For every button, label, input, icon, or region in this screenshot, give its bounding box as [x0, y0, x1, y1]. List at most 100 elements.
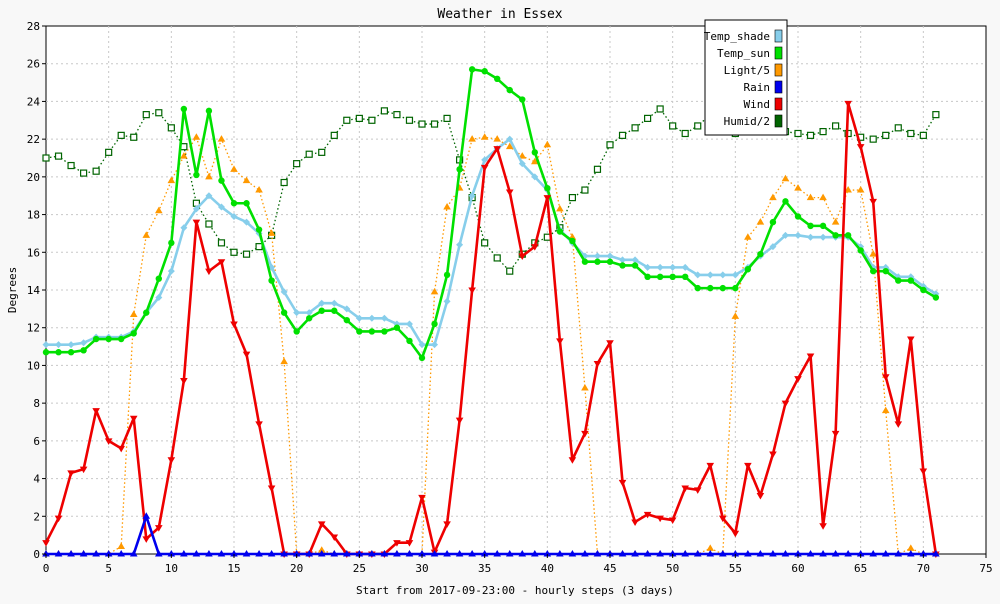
data-point [656, 105, 664, 113]
data-point [355, 550, 364, 557]
data-point [130, 330, 137, 337]
data-point [267, 485, 276, 492]
data-point [794, 550, 802, 557]
y-tick-label: 12 [27, 322, 40, 335]
data-point [42, 341, 50, 349]
data-point [682, 273, 689, 280]
data-point [92, 167, 100, 175]
data-point [480, 133, 489, 140]
data-point [806, 550, 815, 557]
data-point [330, 131, 338, 139]
data-point [644, 263, 652, 271]
data-point [481, 156, 489, 164]
data-point [769, 550, 777, 557]
data-point [205, 192, 213, 200]
data-point [293, 328, 300, 335]
data-point [431, 320, 438, 328]
data-point [54, 550, 63, 557]
legend-box [704, 19, 788, 136]
data-point [619, 256, 627, 264]
data-point [318, 299, 326, 307]
data-point [544, 184, 551, 192]
data-point [205, 220, 213, 228]
data-point [305, 550, 313, 557]
data-point [92, 335, 100, 343]
y-tick-label: 0 [33, 548, 40, 561]
data-point [318, 148, 326, 156]
data-point [42, 550, 50, 557]
data-point [881, 374, 890, 381]
data-point [757, 250, 764, 258]
data-point [631, 519, 639, 526]
data-point [719, 515, 727, 523]
data-point [218, 177, 225, 184]
data-point [881, 406, 890, 414]
data-point [293, 160, 301, 168]
data-point [894, 550, 903, 557]
data-point [493, 254, 501, 262]
x-tick-label: 50 [666, 562, 679, 575]
data-point [631, 550, 639, 557]
data-point [581, 384, 589, 391]
y-tick-label: 8 [33, 397, 40, 410]
data-point [167, 176, 176, 184]
data-point [456, 166, 463, 173]
data-point [531, 244, 539, 251]
data-point [42, 349, 50, 356]
x-tick-label: 35 [478, 562, 491, 575]
data-point [907, 544, 915, 551]
data-point [593, 550, 602, 557]
data-point [92, 408, 100, 415]
data-point [192, 133, 201, 140]
data-point [217, 259, 226, 266]
data-point [418, 341, 426, 349]
legend-label: Wind [744, 98, 771, 111]
data-point [67, 161, 75, 170]
data-point [894, 124, 902, 132]
legend-swatch [774, 114, 783, 128]
data-point [343, 116, 351, 124]
data-point [42, 154, 50, 162]
data-point [681, 129, 689, 138]
data-point [806, 193, 815, 201]
data-point [80, 347, 87, 354]
data-point [794, 231, 802, 239]
data-point [92, 550, 100, 557]
data-point [456, 241, 464, 249]
data-point [355, 314, 363, 322]
data-point [217, 135, 226, 142]
data-point [243, 218, 251, 226]
data-point [694, 284, 701, 292]
data-point [430, 120, 439, 128]
data-point [255, 550, 263, 557]
x-tick-label: 20 [290, 562, 303, 575]
data-point [155, 550, 163, 557]
data-point [205, 550, 213, 557]
data-point [756, 493, 765, 500]
data-point [481, 239, 489, 247]
data-point [518, 253, 527, 261]
data-point [844, 100, 852, 108]
data-point [869, 550, 877, 557]
data-point [468, 287, 476, 294]
legend-label: Temp_sun [717, 47, 770, 60]
data-point [606, 340, 614, 347]
data-point [317, 546, 326, 553]
data-point [79, 169, 88, 177]
data-point [669, 263, 677, 271]
data-point [832, 232, 839, 239]
data-point [593, 252, 601, 260]
data-point [631, 256, 639, 264]
data-point [556, 228, 564, 235]
data-point [105, 335, 112, 343]
data-point [230, 550, 238, 557]
data-point [217, 550, 226, 557]
data-point [593, 361, 602, 368]
data-point [255, 186, 263, 193]
data-point [668, 517, 677, 525]
data-point [255, 226, 263, 233]
data-point [506, 135, 514, 143]
x-tick-label: 5 [105, 562, 112, 575]
data-point [129, 415, 138, 423]
data-point [706, 462, 715, 470]
